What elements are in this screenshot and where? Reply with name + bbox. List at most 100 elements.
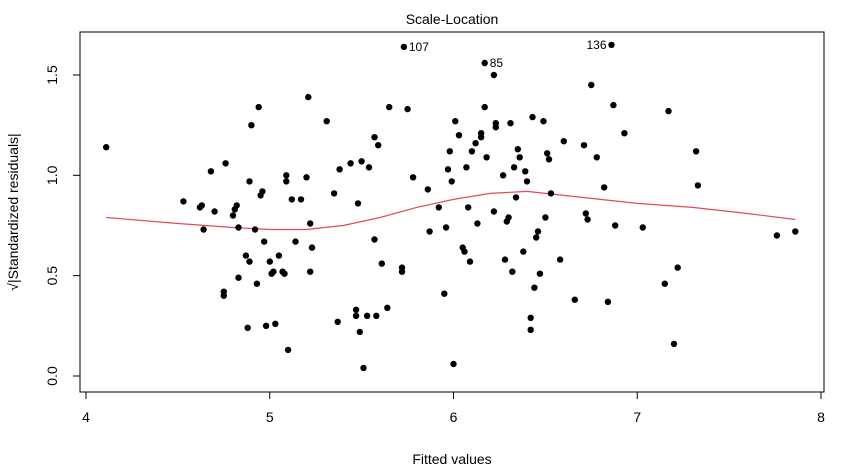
data-point xyxy=(297,196,305,203)
data-point xyxy=(665,107,672,115)
data-point xyxy=(386,103,393,111)
data-point xyxy=(352,306,360,313)
data-point xyxy=(522,168,529,175)
data-point xyxy=(384,304,391,311)
data-point xyxy=(444,166,452,173)
x-tick-label: 7 xyxy=(633,409,641,425)
data-point xyxy=(360,364,367,372)
data-point xyxy=(198,202,205,209)
data-point xyxy=(547,190,555,197)
data-point xyxy=(365,164,373,171)
data-point xyxy=(610,101,617,109)
data-point xyxy=(792,228,799,235)
data-point xyxy=(272,320,279,327)
data-point xyxy=(292,238,299,245)
data-point xyxy=(303,174,310,181)
data-point xyxy=(540,118,547,125)
data-point xyxy=(323,118,330,125)
data-point xyxy=(536,270,544,277)
data-point xyxy=(477,130,485,137)
plot-frame xyxy=(79,31,825,393)
data-point xyxy=(694,182,702,189)
data-point xyxy=(492,124,499,131)
data-point xyxy=(242,252,250,259)
data-point xyxy=(507,120,514,127)
y-tick-label: 1.0 xyxy=(44,165,60,185)
data-point xyxy=(582,210,589,217)
point-label: 85 xyxy=(490,56,504,70)
data-point xyxy=(283,172,290,179)
data-point xyxy=(527,314,534,321)
data-point xyxy=(450,360,457,368)
x-axis: 4 5 6 7 8 xyxy=(82,392,825,425)
point-label: 107 xyxy=(409,40,429,54)
data-point xyxy=(509,268,516,275)
data-point xyxy=(584,216,591,223)
data-point xyxy=(307,268,314,275)
data-point xyxy=(481,59,488,67)
data-point xyxy=(259,188,266,195)
data-point xyxy=(544,150,551,157)
data-point xyxy=(560,138,567,145)
data-point xyxy=(354,200,362,207)
data-point xyxy=(334,318,341,325)
data-point xyxy=(481,103,488,111)
data-point xyxy=(661,280,668,287)
smooth-line-layer xyxy=(106,190,796,231)
data-point xyxy=(674,264,681,271)
data-point xyxy=(275,252,283,259)
data-point xyxy=(516,154,523,161)
data-point xyxy=(253,280,261,287)
data-point xyxy=(510,164,518,171)
x-axis-label: Fitted values xyxy=(412,451,491,467)
data-point xyxy=(531,284,538,291)
data-point xyxy=(448,178,455,185)
data-point xyxy=(356,328,363,336)
data-point xyxy=(608,41,615,49)
data-point xyxy=(580,142,588,149)
data-point xyxy=(542,214,549,221)
data-point xyxy=(220,292,227,299)
data-point xyxy=(246,258,253,265)
data-point xyxy=(305,93,312,101)
data-point xyxy=(588,81,595,89)
data-point xyxy=(336,166,343,173)
data-point xyxy=(363,312,371,319)
data-point xyxy=(409,174,417,181)
data-point xyxy=(426,228,433,235)
data-point xyxy=(180,198,187,205)
data-point xyxy=(251,226,259,233)
data-point xyxy=(692,148,700,155)
data-point xyxy=(378,260,385,267)
data-point xyxy=(527,326,534,333)
data-point xyxy=(556,256,564,263)
data-point xyxy=(455,132,463,139)
data-point xyxy=(284,346,292,354)
data-point xyxy=(545,156,553,163)
data-point xyxy=(499,172,507,179)
data-point xyxy=(244,324,251,331)
data-point xyxy=(446,148,453,155)
data-point xyxy=(621,130,628,137)
data-point xyxy=(468,148,476,155)
data-point xyxy=(472,140,479,147)
data-point xyxy=(463,164,470,171)
data-point xyxy=(229,212,237,219)
data-point xyxy=(233,202,240,209)
chart-title: Scale-Location xyxy=(406,11,499,27)
data-point xyxy=(352,312,360,319)
data-point xyxy=(200,226,207,233)
x-tick-label: 4 xyxy=(82,409,90,425)
data-point xyxy=(235,274,242,281)
data-point xyxy=(523,178,531,185)
data-point xyxy=(604,298,612,305)
point-label: 136 xyxy=(586,38,606,52)
x-tick-label: 8 xyxy=(817,409,825,425)
data-point xyxy=(501,256,509,263)
data-point xyxy=(512,194,520,201)
data-point xyxy=(520,248,527,255)
data-point xyxy=(461,248,468,255)
data-point xyxy=(533,234,540,241)
data-point xyxy=(261,238,268,245)
data-point xyxy=(307,220,314,227)
